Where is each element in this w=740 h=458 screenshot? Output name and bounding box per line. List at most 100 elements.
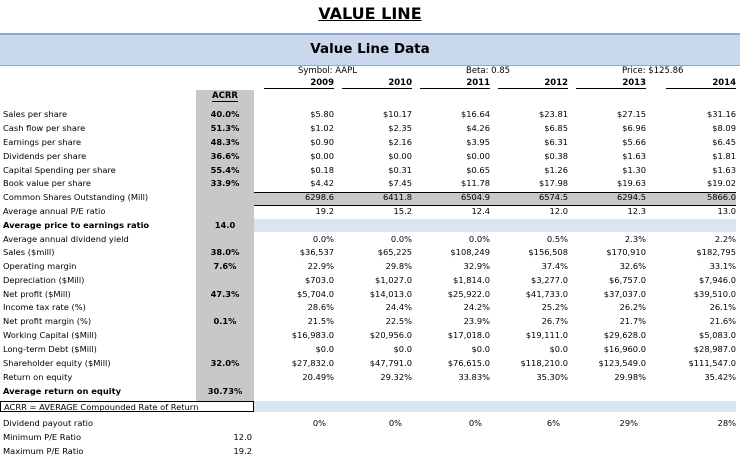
cell-value: $25,922.0 (447, 289, 490, 299)
cell-value: 22.5% (385, 316, 412, 326)
row-label: Sales per share (3, 109, 68, 119)
cell-value: $1.02 (310, 123, 334, 133)
cell-value: $111,547.0 (688, 358, 736, 368)
row-label: Depreciation ($Mill) (3, 275, 85, 285)
row-label: Earnings per share (3, 137, 82, 147)
cell-value: $16.64 (460, 109, 490, 119)
cell-value: $0.31 (388, 165, 412, 175)
cell-value: $6.31 (544, 137, 568, 147)
acrr-value: 48.3% (210, 137, 240, 147)
cell-value: $37,037.0 (603, 289, 646, 299)
cell-value: $41,733.0 (525, 289, 568, 299)
cell-value: 26.1% (709, 302, 736, 312)
payout-value: 6% (546, 418, 560, 428)
cell-value: $1.30 (622, 165, 646, 175)
cell-value: 33.83% (458, 372, 490, 382)
page-title: VALUE LINE (318, 4, 422, 23)
row-label: Cash flow per share (3, 123, 86, 133)
acrr-value: 51.3% (210, 123, 240, 133)
row-label: Sales ($mill) (3, 247, 55, 257)
cell-value: $65,225 (377, 247, 412, 257)
row-label: Working Capital ($Mill) (3, 330, 98, 340)
cell-value: 6294.5 (616, 192, 646, 202)
cell-value: $0.0 (471, 344, 490, 354)
cell-value: $6.45 (712, 137, 736, 147)
acrr-value: 7.6% (213, 261, 237, 271)
cell-value: 21.6% (709, 316, 736, 326)
cell-value: $1.26 (544, 165, 568, 175)
cell-value: 24.2% (463, 302, 490, 312)
cell-value: $4.26 (466, 123, 490, 133)
cell-value: $6.85 (544, 123, 568, 133)
cell-value: $19,111.0 (525, 330, 568, 340)
payout-value: 0% (312, 418, 326, 428)
cell-value: $19.02 (706, 178, 736, 188)
acrr-value: 40.0% (210, 109, 240, 119)
cell-value: $3.95 (466, 137, 490, 147)
cell-value: $17.98 (538, 178, 568, 188)
acrr-value: 0.1% (213, 316, 237, 326)
row-label: Common Shares Outstanding (Mill) (3, 192, 149, 202)
cell-value: $17,018.0 (447, 330, 490, 340)
cell-value: $1,814.0 (453, 275, 490, 285)
row-label: Average return on equity (3, 386, 121, 396)
acrr-value: 14.0 (214, 220, 236, 230)
row-label: Dividends per share (3, 151, 87, 161)
year-header: 2010 (342, 78, 412, 89)
acrr-header: ACRR (212, 91, 238, 102)
cell-value: 32.6% (619, 261, 646, 271)
cell-value: $108,249 (450, 247, 490, 257)
max-pe-label: Maximum P/E Ratio (3, 446, 84, 456)
cell-value: $1.81 (712, 151, 736, 161)
cell-value: $0.00 (388, 151, 412, 161)
acrr-value: 32.0% (210, 358, 240, 368)
cell-value: $7,946.0 (699, 275, 736, 285)
acrr-value: 47.3% (210, 289, 240, 299)
payout-value: 0% (468, 418, 482, 428)
year-header: 2013 (576, 78, 646, 89)
payout-value: 0% (388, 418, 402, 428)
payout-value: 29% (619, 418, 638, 428)
acrr-note-text: ACRR = AVERAGE Compounded Rate of Return (4, 402, 199, 412)
cell-value: 29.8% (385, 261, 412, 271)
cell-value: $27.15 (616, 109, 646, 119)
cell-value: 25.2% (541, 302, 568, 312)
acrr-note: ACRR = AVERAGE Compounded Rate of Return (0, 401, 254, 412)
row-label: Capital Spending per share (3, 165, 116, 175)
cell-value: $31.16 (706, 109, 736, 119)
cell-value: $0.18 (310, 165, 334, 175)
cell-value: $47,791.0 (369, 358, 412, 368)
cell-value: $0.00 (466, 151, 490, 161)
cell-value: 29.32% (380, 372, 412, 382)
page-title-area: VALUE LINE (0, 0, 740, 30)
cell-value: 29.98% (614, 372, 646, 382)
row-label: Book value per share (3, 178, 92, 188)
cell-value: 19.2 (315, 206, 334, 216)
cell-value: 0.0% (312, 234, 334, 244)
min-pe-value: 12.0 (233, 432, 252, 442)
row-label: Operating margin (3, 261, 77, 271)
cell-value: $16,983.0 (291, 330, 334, 340)
cell-value: 24.4% (385, 302, 412, 312)
cell-value: 23.9% (463, 316, 490, 326)
row-label: Net profit margin (%) (3, 316, 92, 326)
cell-value: $0.90 (310, 137, 334, 147)
cell-value: $4.42 (310, 178, 334, 188)
cell-value: $8.09 (712, 123, 736, 133)
cell-value: 0.5% (546, 234, 568, 244)
cell-value: $28,987.0 (693, 344, 736, 354)
subtitle: Value Line Data (310, 41, 430, 57)
acrr-value: 38.0% (210, 247, 240, 257)
cell-value: $3,277.0 (531, 275, 568, 285)
cell-value: 13.0 (717, 206, 736, 216)
cell-value: 6504.9 (460, 192, 490, 202)
cell-value: $703.0 (304, 275, 334, 285)
cell-value: $6,757.0 (609, 275, 646, 285)
cell-value: 21.5% (307, 316, 334, 326)
cell-value: 6411.8 (382, 192, 412, 202)
row-label: Average price to earnings ratio (3, 220, 150, 230)
subtitle-band: Value Line Data (0, 33, 740, 66)
cell-value: 37.4% (541, 261, 568, 271)
cell-value: $182,795 (696, 247, 736, 257)
cell-value: $0.65 (466, 165, 490, 175)
